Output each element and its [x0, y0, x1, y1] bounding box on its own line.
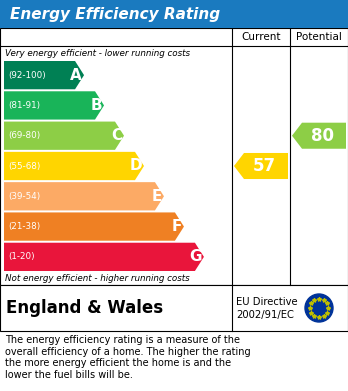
- Text: England & Wales: England & Wales: [6, 299, 163, 317]
- Polygon shape: [4, 212, 184, 241]
- Text: 2002/91/EC: 2002/91/EC: [236, 310, 294, 320]
- Text: Not energy efficient - higher running costs: Not energy efficient - higher running co…: [5, 274, 190, 283]
- Text: C: C: [111, 128, 122, 143]
- Text: (55-68): (55-68): [8, 161, 40, 170]
- Text: 57: 57: [252, 157, 276, 175]
- Text: E: E: [152, 189, 162, 204]
- Text: Very energy efficient - lower running costs: Very energy efficient - lower running co…: [5, 48, 190, 57]
- Text: Energy Efficiency Rating: Energy Efficiency Rating: [10, 7, 220, 22]
- Bar: [0, 0, 348, 28]
- Text: (1-20): (1-20): [8, 252, 34, 261]
- Text: Potential: Potential: [296, 32, 342, 42]
- Text: A: A: [70, 68, 82, 83]
- Circle shape: [305, 294, 333, 322]
- Text: Current: Current: [241, 32, 281, 42]
- Text: 80: 80: [310, 127, 333, 145]
- Bar: [0, 28, 348, 285]
- Text: F: F: [172, 219, 182, 234]
- Polygon shape: [4, 152, 144, 180]
- Polygon shape: [4, 91, 104, 120]
- Text: B: B: [90, 98, 102, 113]
- Polygon shape: [4, 122, 124, 150]
- Text: EU Directive: EU Directive: [236, 296, 298, 307]
- Polygon shape: [4, 243, 204, 271]
- Text: (21-38): (21-38): [8, 222, 40, 231]
- Text: G: G: [189, 249, 202, 264]
- Polygon shape: [234, 153, 288, 179]
- Polygon shape: [4, 61, 84, 89]
- Text: (92-100): (92-100): [8, 71, 46, 80]
- Text: (81-91): (81-91): [8, 101, 40, 110]
- Text: D: D: [129, 158, 142, 174]
- Polygon shape: [4, 182, 164, 210]
- Text: (39-54): (39-54): [8, 192, 40, 201]
- Text: (69-80): (69-80): [8, 131, 40, 140]
- Polygon shape: [292, 123, 346, 149]
- Text: The energy efficiency rating is a measure of the
overall efficiency of a home. T: The energy efficiency rating is a measur…: [5, 335, 251, 380]
- Bar: [0, 285, 348, 331]
